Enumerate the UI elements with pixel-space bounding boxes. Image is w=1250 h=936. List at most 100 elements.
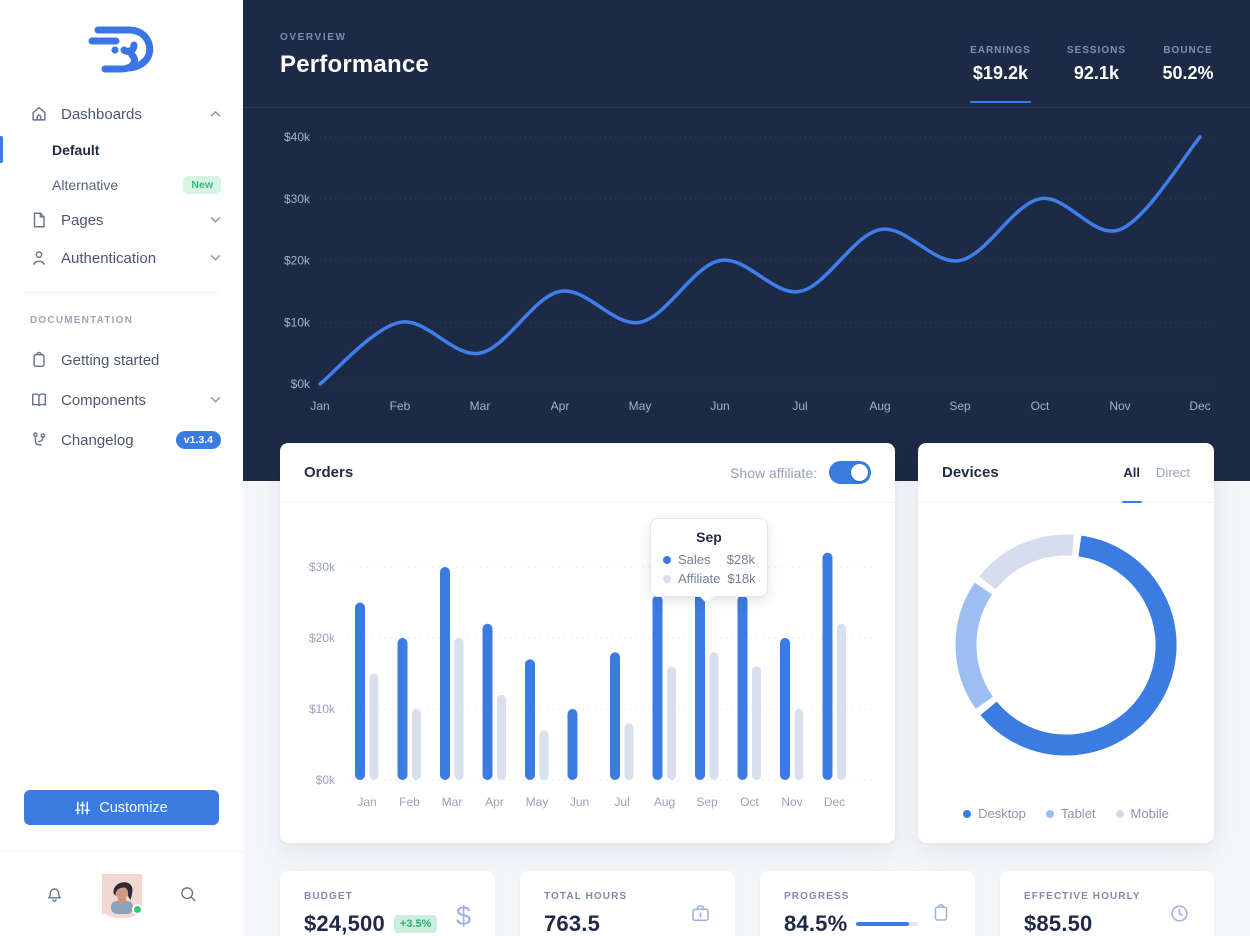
- version-badge: v1.3.4: [175, 431, 221, 449]
- stat-label: EARNINGS: [970, 45, 1031, 56]
- overview-header: OVERVIEW Performance EARNINGS $19.2k SES…: [243, 0, 1250, 108]
- sales-bar[interactable]: [440, 567, 450, 780]
- orders-card: Orders Show affiliate: $0k $10k $20k $30k Ja…: [280, 443, 895, 843]
- nav-label: Default: [52, 141, 100, 158]
- overview-kicker: OVERVIEW: [280, 32, 347, 43]
- nav-label: Authentication: [61, 249, 157, 267]
- x-axis-tick: May: [629, 399, 652, 413]
- affiliate-bar[interactable]: [752, 666, 761, 780]
- affiliate-bar[interactable]: [539, 730, 549, 780]
- sales-bar[interactable]: [780, 638, 790, 780]
- tooltip-row-affiliate: Affiliate $18k: [663, 571, 756, 586]
- tab-all[interactable]: All: [1121, 443, 1142, 503]
- kpi-label: PROGRESS: [784, 891, 850, 902]
- stat-label: SESSIONS: [1066, 45, 1126, 56]
- chevron-up-icon: [210, 110, 221, 118]
- kpi-total-hours-card: TOTAL HOURS 763.5: [520, 871, 735, 936]
- stat-value: $19.2k: [972, 63, 1028, 83]
- new-badge: New: [183, 175, 221, 194]
- devices-card: Devices All Direct Desktop Tablet: [918, 443, 1214, 843]
- affiliate-bar[interactable]: [369, 673, 379, 781]
- sales-bar[interactable]: [610, 652, 620, 780]
- x-axis-tick: Jul: [614, 795, 629, 809]
- affiliate-bar[interactable]: [837, 623, 846, 780]
- affiliate-bar[interactable]: [667, 666, 676, 780]
- kpi-value: 84.5%: [784, 911, 848, 936]
- chevron-down-icon: [210, 396, 221, 404]
- x-axis-tick: Jan: [310, 399, 329, 413]
- sidebar-item-authentication[interactable]: Authentication: [0, 238, 243, 278]
- nav-label: Getting started: [61, 351, 160, 369]
- active-tab-underline: [1121, 501, 1142, 503]
- tab-direct[interactable]: Direct: [1156, 443, 1190, 502]
- sales-bar[interactable]: [482, 623, 493, 780]
- devices-donut-chart[interactable]: [946, 525, 1186, 765]
- sales-bar[interactable]: [822, 552, 833, 780]
- show-affiliate-toggle[interactable]: [829, 461, 871, 484]
- sidebar-item-changelog[interactable]: Changelog v1.3.4: [0, 420, 243, 460]
- sales-bar[interactable]: [567, 709, 578, 780]
- earnings-line-series: [318, 135, 1202, 386]
- online-status-dot: [131, 904, 143, 915]
- legend-item-tablet[interactable]: Tablet: [1045, 806, 1096, 821]
- customize-button[interactable]: Customize: [24, 790, 219, 825]
- legend-item-desktop[interactable]: Desktop: [963, 806, 1026, 821]
- stat-bounce[interactable]: BOUNCE 50.2%: [1162, 45, 1214, 107]
- sales-bar[interactable]: [652, 595, 663, 780]
- sales-bar[interactable]: [525, 659, 535, 780]
- affiliate-bar[interactable]: [794, 709, 804, 780]
- nav-label: Changelog: [61, 431, 134, 449]
- nav-label: Alternative: [52, 176, 119, 193]
- sidebar-item-getting-started[interactable]: Getting started: [0, 340, 243, 380]
- affiliate-bar[interactable]: [709, 652, 719, 780]
- toggle-knob: [851, 464, 868, 481]
- orders-card-header: Orders Show affiliate:: [280, 443, 895, 503]
- app-logo[interactable]: [0, 0, 243, 82]
- x-axis-tick: Oct: [1031, 399, 1050, 413]
- git-branch-icon: [30, 431, 48, 449]
- performance-line-chart[interactable]: $0k $10k $20k $30k $40k Jan Feb Mar Apr May Jun Jul…: [280, 120, 1214, 420]
- progress-bar: [856, 922, 919, 926]
- affiliate-bar[interactable]: [624, 723, 634, 780]
- x-axis-tick: Apr: [485, 795, 504, 809]
- affiliate-bar[interactable]: [454, 638, 464, 780]
- sidebar-item-pages[interactable]: Pages: [0, 202, 243, 238]
- affiliate-bar[interactable]: [497, 694, 506, 780]
- spark-logo-icon: [88, 26, 153, 73]
- orders-bar-chart[interactable]: $0k $10k $20k $30k Jan Feb Mar Apr May Jun Jul Aug S…: [280, 503, 895, 843]
- sales-bar[interactable]: [695, 581, 705, 780]
- sidebar-item-dashboards[interactable]: Dashboards: [0, 96, 243, 132]
- kpi-label: BUDGET: [304, 891, 353, 902]
- clipboard-icon: [931, 903, 951, 923]
- page-title: Performance: [280, 51, 429, 78]
- sidebar-item-alternative[interactable]: Alternative New: [0, 167, 243, 202]
- kpi-delta-badge: +3.5%: [393, 915, 438, 933]
- sales-bar[interactable]: [737, 595, 748, 780]
- sales-bar[interactable]: [397, 638, 408, 780]
- donut-segment-desktop[interactable]: [980, 535, 1177, 756]
- stat-earnings[interactable]: EARNINGS $19.2k: [970, 45, 1031, 107]
- sliders-icon: [75, 801, 91, 815]
- legend-item-mobile[interactable]: Mobile: [1115, 806, 1169, 821]
- stat-sessions[interactable]: SESSIONS 92.1k: [1067, 45, 1126, 107]
- donut-segment-tablet[interactable]: [955, 582, 994, 709]
- mobile-dot-icon: [1115, 809, 1124, 818]
- chart-tooltip: Sep Sales $28k Affiliate $18k: [650, 518, 768, 605]
- tooltip-title: Sep: [696, 529, 722, 545]
- sales-bar[interactable]: [355, 602, 365, 781]
- search-icon[interactable]: [179, 885, 198, 904]
- sidebar-item-default[interactable]: Default: [0, 132, 243, 167]
- book-icon: [30, 391, 48, 409]
- sidebar-item-components[interactable]: Components: [0, 380, 243, 420]
- chevron-down-icon: [210, 254, 221, 262]
- bell-icon[interactable]: [45, 885, 64, 904]
- user-avatar[interactable]: [101, 874, 143, 918]
- stat-value: 50.2%: [1162, 63, 1214, 83]
- affiliate-bar[interactable]: [412, 709, 421, 780]
- donut-segment-mobile[interactable]: [979, 534, 1074, 590]
- user-icon: [30, 249, 48, 267]
- tab-label: Direct: [1156, 465, 1190, 480]
- devices-card-header: Devices All Direct: [918, 443, 1214, 503]
- chevron-down-icon: [210, 216, 221, 224]
